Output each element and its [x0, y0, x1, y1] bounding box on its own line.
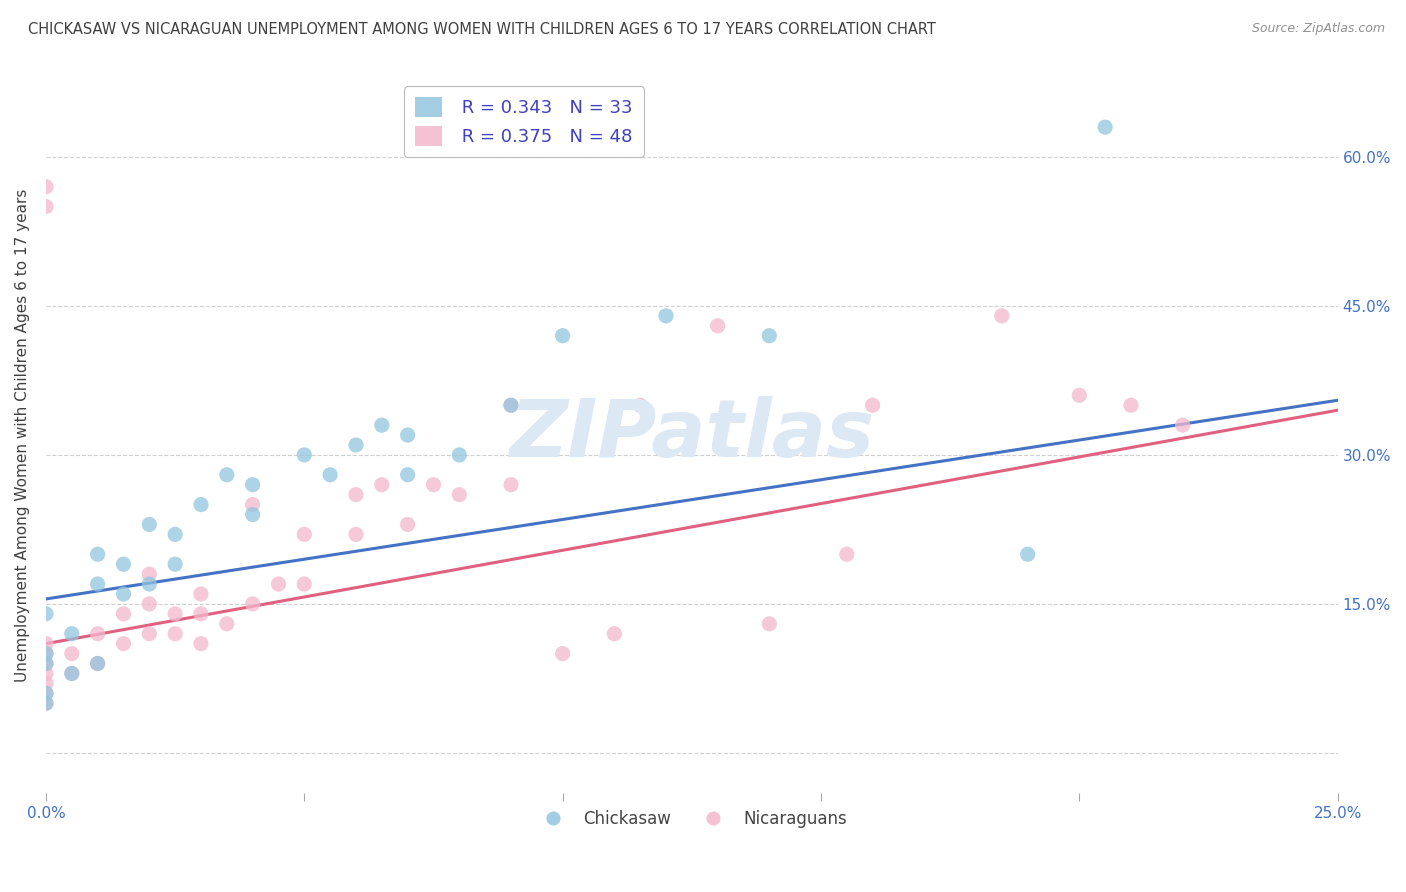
Point	[86, 626, 108, 640]
Point	[499, 398, 522, 412]
Text: CHICKASAW VS NICARAGUAN UNEMPLOYMENT AMONG WOMEN WITH CHILDREN AGES 6 TO 17 YEAR: CHICKASAW VS NICARAGUAN UNEMPLOYMENT AMO…	[28, 22, 936, 37]
Point	[190, 498, 212, 512]
Point	[35, 657, 58, 671]
Point	[242, 498, 264, 512]
Point	[60, 647, 83, 661]
Point	[86, 577, 108, 591]
Point	[35, 686, 58, 700]
Point	[190, 637, 212, 651]
Point	[35, 696, 58, 710]
Point	[292, 448, 315, 462]
Point	[267, 577, 290, 591]
Point	[655, 309, 678, 323]
Point	[1017, 547, 1039, 561]
Point	[60, 666, 83, 681]
Point	[242, 508, 264, 522]
Point	[138, 517, 160, 532]
Point	[215, 467, 238, 482]
Point	[396, 517, 419, 532]
Point	[35, 676, 58, 690]
Point	[449, 488, 471, 502]
Point	[35, 637, 58, 651]
Point	[165, 626, 187, 640]
Point	[449, 448, 471, 462]
Point	[165, 527, 187, 541]
Point	[35, 696, 58, 710]
Point	[35, 647, 58, 661]
Point	[35, 200, 58, 214]
Point	[628, 398, 651, 412]
Point	[422, 477, 444, 491]
Point	[190, 587, 212, 601]
Point	[396, 467, 419, 482]
Point	[112, 557, 135, 571]
Point	[242, 477, 264, 491]
Point	[190, 607, 212, 621]
Point	[499, 477, 522, 491]
Point	[344, 488, 367, 502]
Point	[35, 666, 58, 681]
Point	[292, 527, 315, 541]
Point	[758, 328, 780, 343]
Point	[35, 686, 58, 700]
Y-axis label: Unemployment Among Women with Children Ages 6 to 17 years: Unemployment Among Women with Children A…	[15, 188, 30, 681]
Point	[344, 438, 367, 452]
Point	[60, 666, 83, 681]
Point	[396, 428, 419, 442]
Point	[86, 657, 108, 671]
Point	[86, 657, 108, 671]
Point	[165, 607, 187, 621]
Point	[292, 577, 315, 591]
Point	[86, 547, 108, 561]
Point	[138, 567, 160, 582]
Point	[1094, 120, 1116, 134]
Point	[35, 607, 58, 621]
Point	[35, 657, 58, 671]
Point	[344, 527, 367, 541]
Point	[138, 597, 160, 611]
Legend: Chickasaw, Nicaraguans: Chickasaw, Nicaraguans	[530, 803, 853, 834]
Point	[835, 547, 858, 561]
Point	[1069, 388, 1091, 402]
Point	[112, 587, 135, 601]
Point	[603, 626, 626, 640]
Point	[112, 637, 135, 651]
Point	[215, 616, 238, 631]
Point	[706, 318, 728, 333]
Point	[862, 398, 884, 412]
Point	[35, 179, 58, 194]
Point	[319, 467, 342, 482]
Point	[371, 477, 394, 491]
Point	[758, 616, 780, 631]
Point	[551, 647, 574, 661]
Point	[499, 398, 522, 412]
Point	[138, 577, 160, 591]
Point	[35, 647, 58, 661]
Point	[138, 626, 160, 640]
Point	[112, 607, 135, 621]
Point	[165, 557, 187, 571]
Point	[551, 328, 574, 343]
Point	[242, 597, 264, 611]
Text: Source: ZipAtlas.com: Source: ZipAtlas.com	[1251, 22, 1385, 36]
Point	[991, 309, 1014, 323]
Point	[371, 418, 394, 433]
Text: ZIPatlas: ZIPatlas	[509, 396, 875, 474]
Point	[60, 626, 83, 640]
Point	[1119, 398, 1142, 412]
Point	[1171, 418, 1194, 433]
